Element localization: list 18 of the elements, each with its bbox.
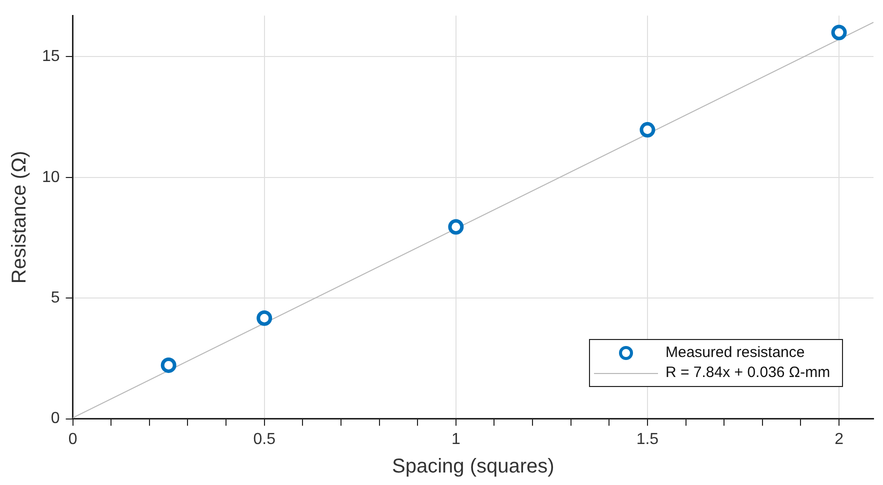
point	[831, 24, 847, 40]
x-tick-label: 1	[451, 430, 460, 448]
y-tick-label: 5	[50, 289, 60, 306]
legend-label: R = 7.84x + 0.036 Ω-mm	[666, 364, 830, 382]
x-tick-label: 0.5	[253, 430, 276, 448]
point	[640, 122, 656, 138]
x-tick-label: 1.5	[636, 430, 659, 448]
point	[256, 310, 272, 326]
y-axis-title: Resistance (Ω)	[8, 150, 31, 284]
x-tick-label: 2	[834, 430, 844, 448]
y-tick-label: 0	[50, 410, 60, 428]
point	[160, 357, 176, 373]
y-tick-label: 15	[42, 48, 60, 66]
legend-label: Measured resistance	[666, 344, 805, 362]
y-tick-label: 10	[42, 168, 60, 186]
x-tick-label: 0	[68, 430, 78, 448]
point	[448, 219, 464, 235]
x-axis-title: Spacing (squares)	[392, 456, 554, 478]
